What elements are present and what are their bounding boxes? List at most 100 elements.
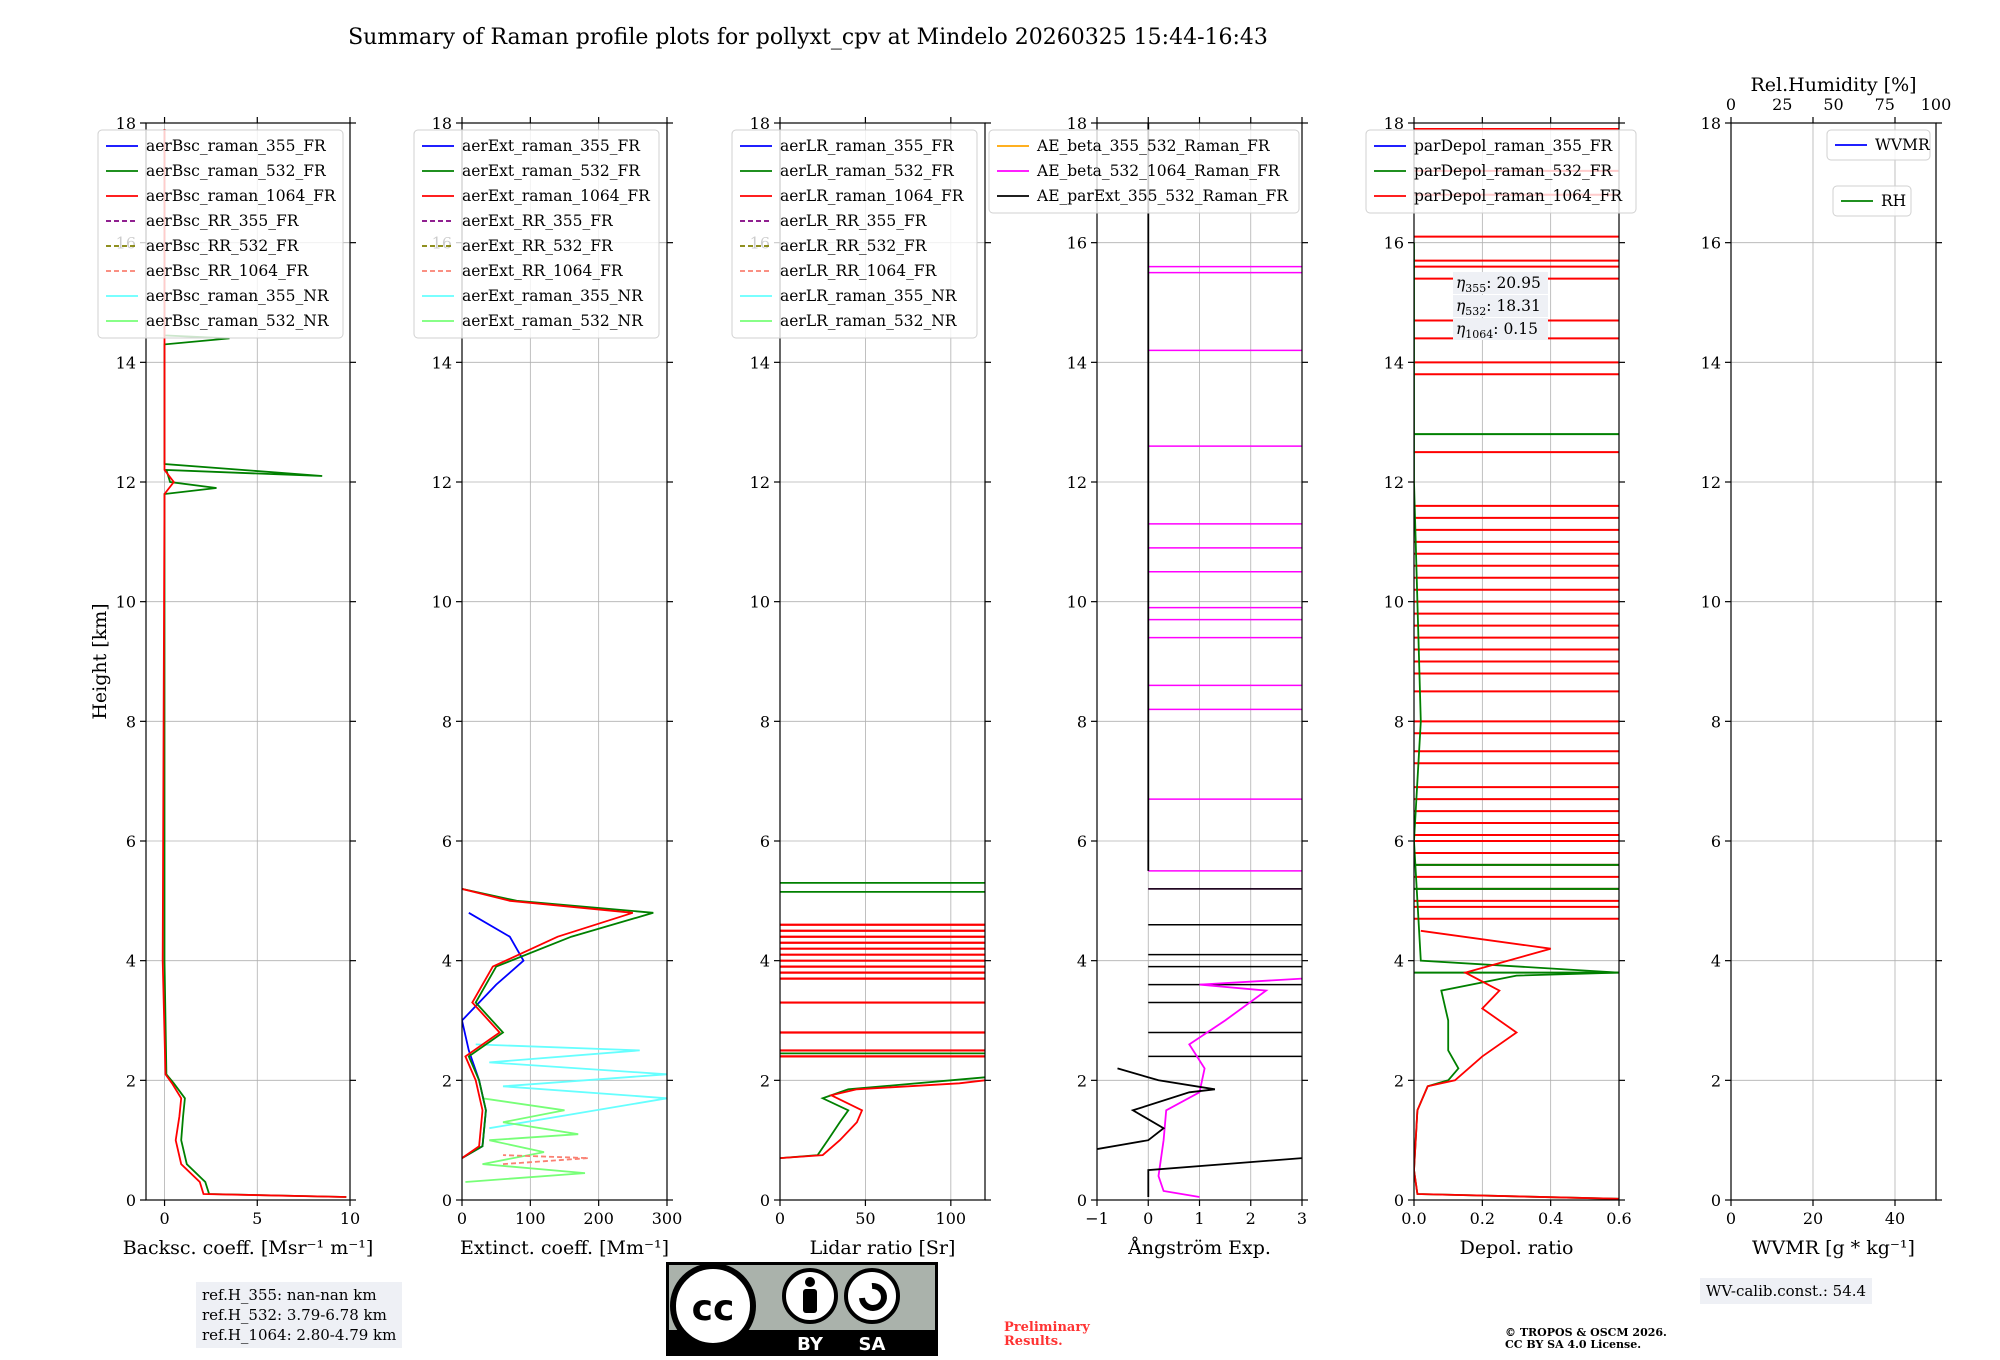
y-tick-label: 12 bbox=[116, 473, 136, 492]
x-tick-label: 5 bbox=[252, 1209, 262, 1228]
x-tick-label: 40 bbox=[1885, 1209, 1905, 1228]
x-tick-label: 200 bbox=[583, 1209, 614, 1228]
legend-label: aerBsc_RR_532_FR bbox=[146, 237, 300, 255]
x-tick-label: 0 bbox=[1143, 1209, 1153, 1228]
x-axis-label: Depol. ratio bbox=[1460, 1237, 1574, 1259]
cc-by-sa-license-icon: cc BY SA bbox=[666, 1262, 938, 1356]
legend-label: aerBsc_raman_355_NR bbox=[146, 287, 330, 305]
legend-label: WVMR bbox=[1875, 136, 1931, 154]
y-tick-label: 4 bbox=[1711, 952, 1721, 971]
legend-box bbox=[97, 129, 344, 339]
y-tick-label: 18 bbox=[1067, 114, 1087, 133]
y-tick-label: 4 bbox=[442, 952, 452, 971]
y-tick-label: 6 bbox=[442, 832, 452, 851]
legend-label: aerExt_raman_355_FR bbox=[462, 137, 641, 155]
axes-frame-depol bbox=[1413, 122, 1620, 1201]
ref-height-532: ref.H_532: 3.79-6.78 km bbox=[202, 1306, 387, 1324]
series-line-depol-1 bbox=[1414, 929, 1619, 1200]
y-tick-label: 6 bbox=[126, 832, 136, 851]
copyright-note: © TROPOS & OSCM 2026. CC BY SA 4.0 Licens… bbox=[1505, 1327, 1667, 1351]
y-tick-label: 4 bbox=[126, 952, 136, 971]
legend-box bbox=[731, 129, 978, 339]
series-line-ae-2 bbox=[1097, 1067, 1216, 1150]
x-tick-label: 3 bbox=[1297, 1209, 1307, 1228]
legend-label: aerBsc_raman_1064_FR bbox=[146, 187, 337, 205]
cc-letters: cc bbox=[692, 1288, 735, 1329]
y-tick-label: 12 bbox=[432, 473, 452, 492]
y-tick-label: 2 bbox=[126, 1071, 136, 1090]
axes-frame-bsc bbox=[145, 122, 351, 1201]
legend-label: aerExt_RR_355_FR bbox=[462, 212, 614, 230]
chart-panel-ext: 0100200300024681012141618Extinct. coeff.… bbox=[413, 114, 682, 1259]
eta-box bbox=[1453, 318, 1548, 340]
axes-frame-ext bbox=[461, 122, 668, 1201]
y-tick-label: 0 bbox=[442, 1191, 452, 1210]
x-tick-label: 0.6 bbox=[1606, 1209, 1631, 1228]
reference-heights-box: ref.H_355: nan-nan km ref.H_532: 3.79-6.7… bbox=[196, 1282, 403, 1348]
x-axis-label: Backsc. coeff. [Msr⁻¹ m⁻¹] bbox=[123, 1237, 374, 1259]
y-tick-label: 12 bbox=[1067, 473, 1087, 492]
chart-panel-wv: 0 20 40 0 2 4 6 8 10 12 14 16 18 WVMR [g * kg⁻¹] 0 25 50… bbox=[1701, 74, 1952, 1259]
by-person-body bbox=[803, 1289, 817, 1313]
y-tick-label: 2 bbox=[760, 1071, 770, 1090]
ref-height-355: ref.H_355: nan-nan km bbox=[202, 1286, 377, 1304]
x-tick-label: 100 bbox=[515, 1209, 546, 1228]
y-tick-label: 18 bbox=[750, 114, 770, 133]
legend-label: AE_parExt_355_532_Raman_FR bbox=[1036, 187, 1289, 205]
eta-box bbox=[1453, 295, 1548, 317]
series-line-ext-0 bbox=[475, 1043, 667, 1130]
legend-box bbox=[1365, 129, 1637, 214]
legend-label: aerLR_RR_355_FR bbox=[780, 212, 928, 230]
axes-frame-lr bbox=[779, 122, 986, 1201]
preliminary-note: Preliminary Results. bbox=[1004, 1321, 1090, 1349]
plot-area-depol bbox=[1414, 127, 1619, 1200]
y-tick-label: 18 bbox=[1701, 114, 1721, 133]
y-tick-label: 0 bbox=[760, 1191, 770, 1210]
x-axis-label: Ångström Exp. bbox=[1127, 1237, 1271, 1259]
legend-label: parDepol_raman_355_FR bbox=[1414, 137, 1614, 155]
ref-height-1064: ref.H_1064: 2.80-4.79 km bbox=[202, 1326, 397, 1344]
series-line-lr-1 bbox=[780, 1079, 985, 1159]
y-tick-label: 0 bbox=[1077, 1191, 1087, 1210]
sa-arrow-arc bbox=[859, 1282, 887, 1311]
x-tick-label: 0.0 bbox=[1401, 1209, 1426, 1228]
series-line-bsc-1 bbox=[161, 129, 347, 1198]
legend-label: aerBsc_raman_532_FR bbox=[146, 162, 327, 180]
y-tick-label: 18 bbox=[432, 114, 452, 133]
y-tick-label: 18 bbox=[116, 114, 136, 133]
top-x-tick-label: 25 bbox=[1772, 95, 1792, 114]
y-tick-label: 8 bbox=[1077, 712, 1087, 731]
y-tick-label: 14 bbox=[1067, 353, 1087, 372]
series-line-ext-2 bbox=[502, 1154, 589, 1165]
legend-label: aerBsc_RR_1064_FR bbox=[146, 262, 310, 280]
y-tick-label: 6 bbox=[1394, 832, 1404, 851]
y-tick-label: 14 bbox=[750, 353, 770, 372]
series-line-ext-5 bbox=[462, 888, 634, 1159]
legend-label: AE_beta_355_532_Raman_FR bbox=[1036, 137, 1271, 155]
y-tick-label: 18 bbox=[1384, 114, 1404, 133]
axes-frame-wv bbox=[1730, 122, 1937, 1201]
y-tick-label: 0 bbox=[1394, 1191, 1404, 1210]
legend-label: aerBsc_raman_355_FR bbox=[146, 137, 327, 155]
series-line-ae-0 bbox=[1157, 977, 1302, 1198]
x-tick-label: 10 bbox=[340, 1209, 360, 1228]
y-tick-label: 14 bbox=[1384, 353, 1404, 372]
legend-label: aerLR_raman_1064_FR bbox=[780, 187, 965, 205]
y-tick-label: 14 bbox=[116, 353, 136, 372]
legend-box bbox=[1826, 129, 1931, 161]
sa-label: SA bbox=[859, 1334, 886, 1355]
x-tick-label: 2 bbox=[1246, 1209, 1256, 1228]
wv-calib-box: WV-calib.const.: 54.4 bbox=[1700, 1278, 1873, 1304]
y-tick-label: 12 bbox=[750, 473, 770, 492]
top-x-tick-label: 100 bbox=[1921, 95, 1952, 114]
y-tick-label: 10 bbox=[432, 593, 452, 612]
eta-annotation: η532: 18.31 bbox=[1456, 297, 1541, 318]
y-tick-label: 16 bbox=[1701, 234, 1721, 253]
legend-label: aerExt_RR_1064_FR bbox=[462, 262, 624, 280]
chart-panel-depol: 0.0 0.2 0.4 0.6 0 2 4 6 8 10 12 14 16 18 Depol. ratio p… bbox=[1365, 114, 1637, 1259]
panels: 0510024681012141618Backsc. coeff. [Msr⁻¹… bbox=[89, 74, 1951, 1259]
y-tick-label: 8 bbox=[126, 712, 136, 731]
top-x-tick-label: 75 bbox=[1875, 95, 1895, 114]
x-axis-label: Extinct. coeff. [Mm⁻¹] bbox=[460, 1237, 669, 1259]
